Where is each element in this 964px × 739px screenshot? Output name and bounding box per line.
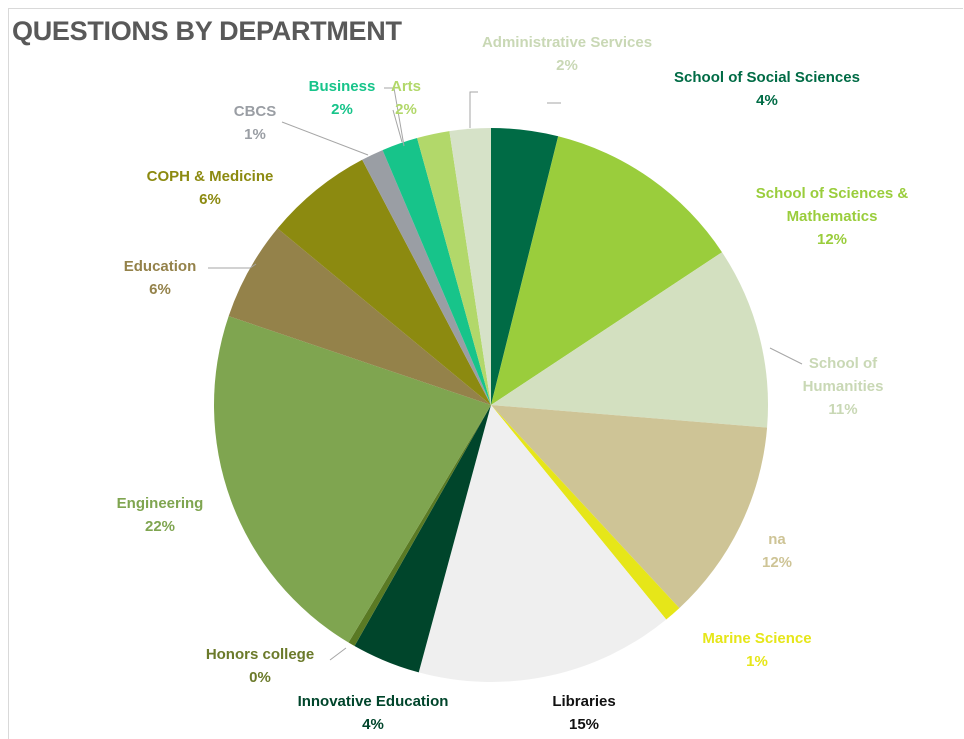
slice-name: CBCS xyxy=(233,103,277,120)
slice-value: 12% xyxy=(761,554,793,571)
pie-slice xyxy=(348,405,491,647)
slice-value: 1% xyxy=(244,126,266,143)
slice-name: School of Humanities xyxy=(802,355,884,395)
slice-label: Engineering 22% xyxy=(90,492,230,538)
slice-name: Honors college xyxy=(205,646,315,663)
slice-label: Administrative Services 2% xyxy=(447,31,687,77)
slice-value: 4% xyxy=(362,716,384,733)
slice-value: 2% xyxy=(395,101,417,118)
slice-value: 2% xyxy=(556,57,578,74)
chart-frame xyxy=(8,8,963,739)
slice-label: Business 2% xyxy=(297,75,387,121)
chart-title: QUESTIONS BY DEPARTMENT xyxy=(12,16,402,46)
slice-label: School of Social Sciences 4% xyxy=(647,66,887,112)
pie-slice xyxy=(228,228,492,405)
slice-value: 15% xyxy=(568,716,600,733)
pie-slice xyxy=(354,405,491,673)
slice-value: 6% xyxy=(199,191,221,208)
slice-label: na 12% xyxy=(747,528,807,574)
pie-slice xyxy=(382,138,491,406)
pie-slice xyxy=(417,131,491,405)
slice-name: Libraries xyxy=(552,693,616,710)
leader-line xyxy=(392,109,403,143)
slice-label: CBCS 1% xyxy=(225,100,285,146)
pie-slice xyxy=(362,150,491,405)
slice-label: Marine Science 1% xyxy=(677,627,837,673)
slice-value: 2% xyxy=(331,101,353,118)
slice-label: Arts 2% xyxy=(381,75,431,121)
pie-slice xyxy=(214,316,492,643)
leader-line xyxy=(469,91,478,128)
pie-slice xyxy=(449,128,491,405)
slice-name: Engineering xyxy=(116,495,204,512)
slice-label: School of Sciences & Mathematics 12% xyxy=(732,182,932,251)
slice-label: School of Humanities 11% xyxy=(788,352,898,421)
slice-name: Innovative Education xyxy=(297,693,449,710)
slice-value: 0% xyxy=(249,669,271,686)
slice-name: School of Sciences & Mathematics xyxy=(755,185,909,225)
slice-value: 12% xyxy=(816,231,848,248)
slice-value: 1% xyxy=(746,653,768,670)
slice-label: Libraries 15% xyxy=(524,690,644,736)
slice-label: Innovative Education 4% xyxy=(273,690,473,736)
slice-name: Marine Science xyxy=(702,630,812,647)
leader-line xyxy=(769,347,803,365)
slice-name: Business xyxy=(308,78,376,95)
slice-value: 11% xyxy=(828,401,858,418)
pie-slice xyxy=(491,128,559,405)
slice-label: COPH & Medicine 6% xyxy=(120,165,300,211)
pie-slice xyxy=(491,405,680,620)
slice-value: 6% xyxy=(149,281,171,298)
leader-line xyxy=(329,647,347,661)
slice-name: School of Social Sciences xyxy=(674,69,860,86)
pie-slice xyxy=(418,405,667,682)
leader-line xyxy=(208,263,257,269)
pie-slice xyxy=(491,136,723,405)
slice-name: na xyxy=(768,531,786,548)
slice-name: Administrative Services xyxy=(481,34,653,51)
slice-label: Education 6% xyxy=(100,255,220,301)
pie-slice xyxy=(491,252,768,428)
slice-name: Education xyxy=(123,258,197,275)
leader-line xyxy=(384,87,405,147)
slice-label: Honors college 0% xyxy=(185,643,335,689)
slice-value: 4% xyxy=(756,92,778,109)
leader-line xyxy=(281,121,369,156)
pie-slice xyxy=(277,159,491,405)
pie-slice xyxy=(491,405,768,609)
slice-value: 22% xyxy=(144,518,176,535)
slice-name: Arts xyxy=(390,78,421,95)
slice-name: COPH & Medicine xyxy=(146,168,274,185)
